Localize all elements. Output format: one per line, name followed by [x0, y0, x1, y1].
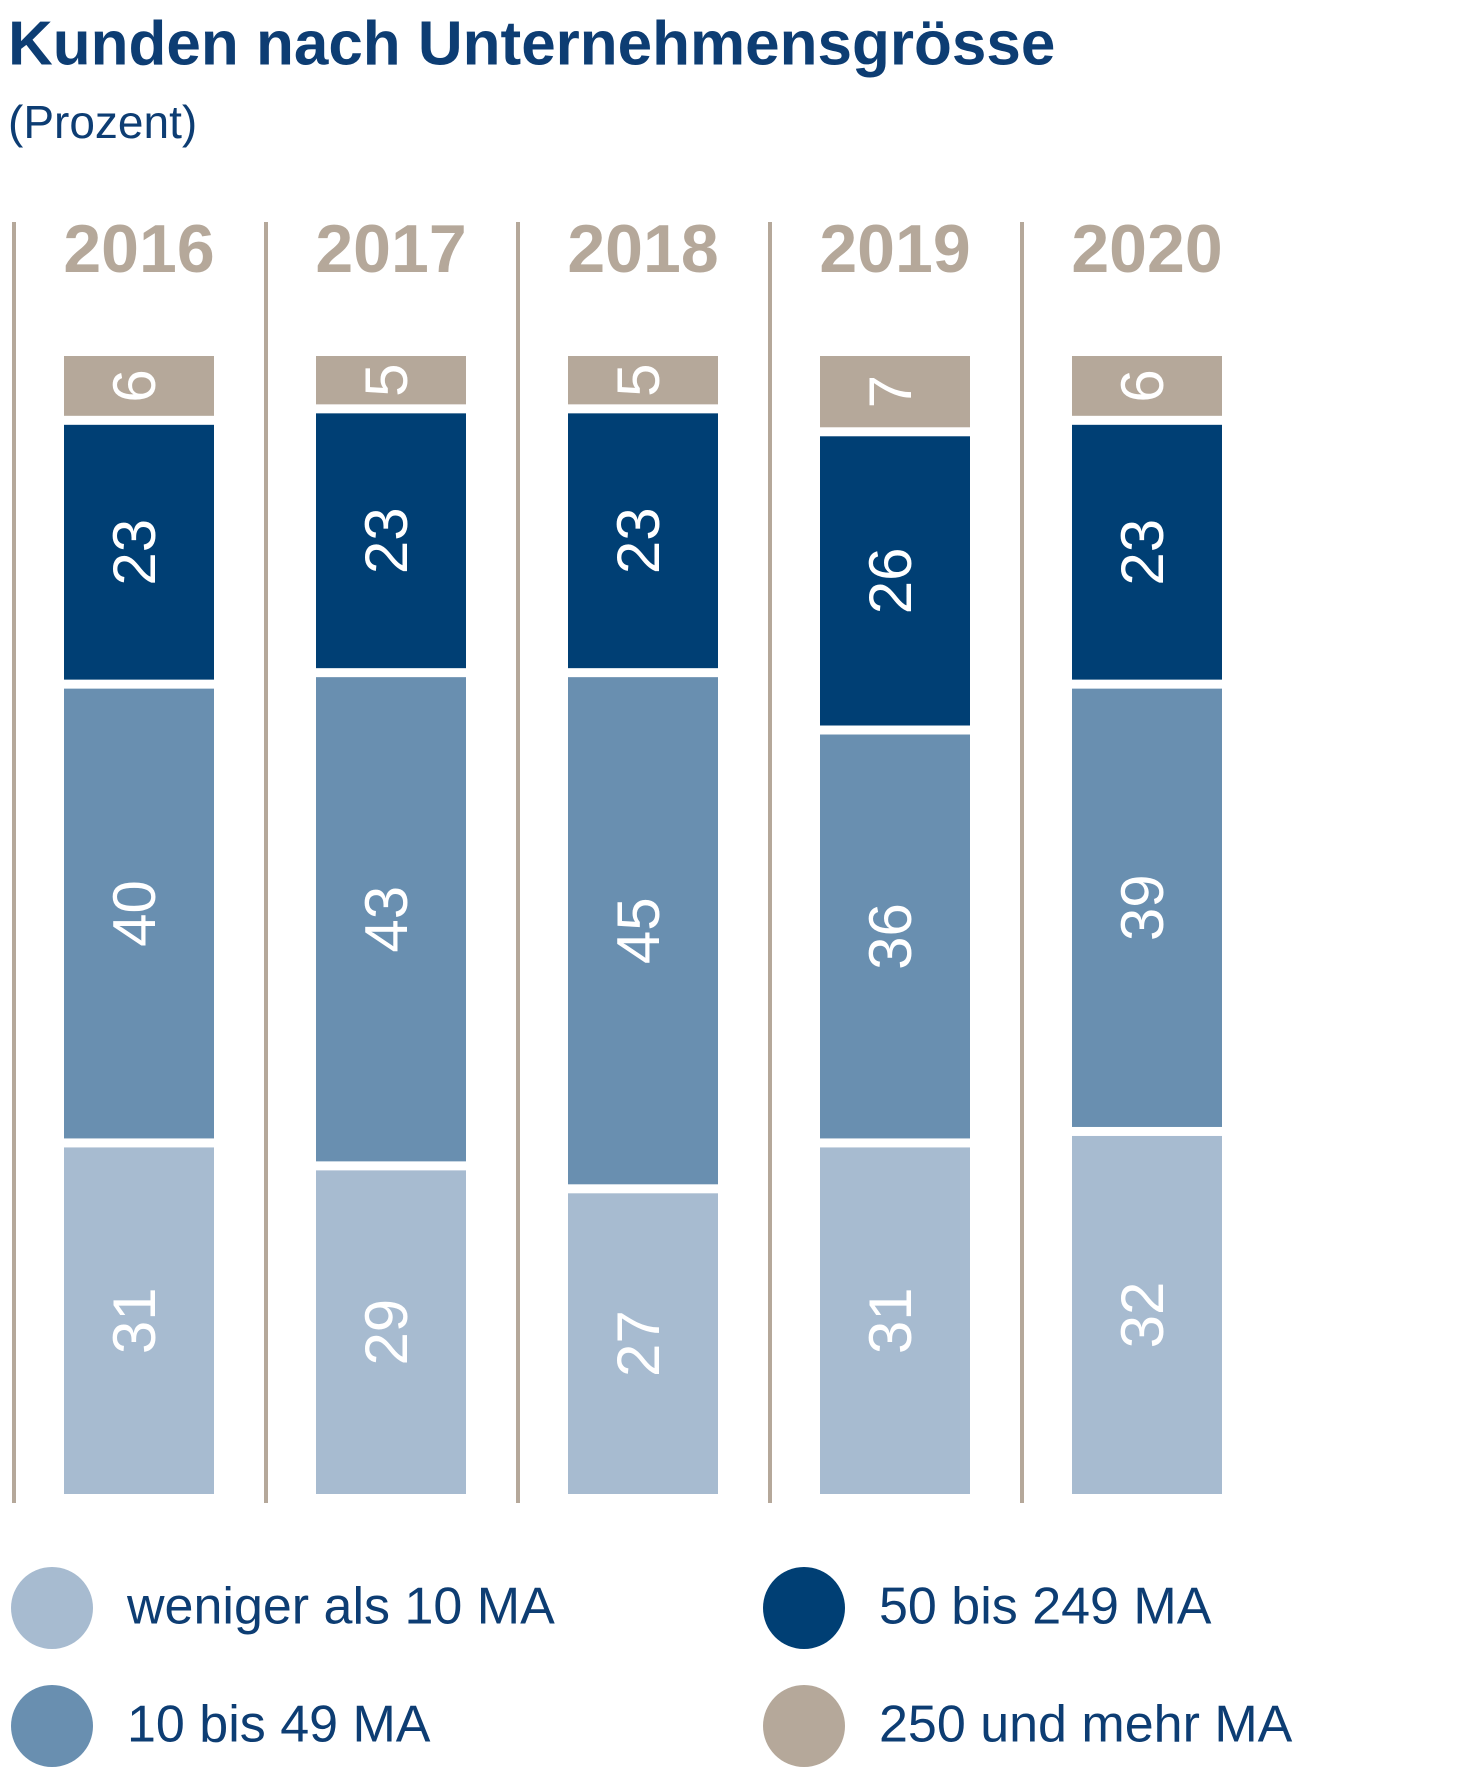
bar-segment — [64, 1147, 214, 1494]
legend-label: 50 bis 249 MA — [879, 1578, 1212, 1636]
bar-segment — [1072, 1135, 1222, 1494]
legend-label: weniger als 10 MA — [126, 1578, 555, 1636]
bar-segment — [568, 1193, 718, 1494]
bar-segment — [568, 413, 718, 669]
bar-segment — [316, 356, 466, 405]
bar-segment — [820, 356, 970, 428]
bar-segment — [316, 413, 466, 669]
data-label: 23 — [101, 519, 168, 586]
bar-segment — [64, 688, 214, 1139]
data-label: 26 — [857, 548, 924, 615]
bar-segment — [568, 677, 718, 1185]
bar-segment — [820, 436, 970, 726]
x-tick-label: 2019 — [819, 211, 970, 287]
data-label: 27 — [605, 1310, 672, 1377]
bar-segment — [316, 677, 466, 1162]
data-label: 5 — [353, 363, 420, 396]
x-tick-label: 2018 — [567, 211, 718, 287]
data-label: 23 — [605, 507, 672, 574]
bar-segment — [568, 356, 718, 405]
data-label: 43 — [353, 886, 420, 953]
x-tick-label: 2017 — [315, 211, 466, 287]
bar-segment — [1072, 688, 1222, 1127]
bar-segment — [316, 1170, 466, 1494]
legend-swatch — [763, 1567, 845, 1649]
legend-swatch — [11, 1567, 93, 1649]
data-label: 7 — [857, 375, 924, 408]
legend-swatch — [763, 1685, 845, 1767]
data-label: 31 — [101, 1287, 168, 1354]
data-label: 23 — [1109, 519, 1176, 586]
bar-segment — [64, 356, 214, 416]
data-label: 32 — [1109, 1282, 1176, 1349]
data-label: 36 — [857, 903, 924, 970]
bar-segment — [820, 734, 970, 1139]
x-tick-label: 2016 — [63, 211, 214, 287]
bar-segment — [1072, 356, 1222, 416]
data-label: 39 — [1109, 874, 1176, 941]
data-label: 40 — [101, 880, 168, 947]
data-label: 45 — [605, 897, 672, 964]
data-label: 6 — [101, 369, 168, 402]
bar-segment — [64, 424, 214, 680]
bar-segment — [1072, 424, 1222, 680]
data-label: 5 — [605, 363, 672, 396]
data-label: 23 — [353, 507, 420, 574]
data-label: 29 — [353, 1299, 420, 1366]
bar-segment — [820, 1147, 970, 1494]
data-label: 6 — [1109, 369, 1176, 402]
legend-label: 250 und mehr MA — [879, 1696, 1293, 1754]
chart-subtitle: (Prozent) — [8, 96, 197, 148]
x-tick-label: 2020 — [1071, 211, 1222, 287]
chart-title: Kunden nach Unternehmensgrösse — [8, 9, 1055, 78]
legend-label: 10 bis 49 MA — [127, 1696, 431, 1754]
data-label: 31 — [857, 1287, 924, 1354]
legend-swatch — [11, 1685, 93, 1767]
